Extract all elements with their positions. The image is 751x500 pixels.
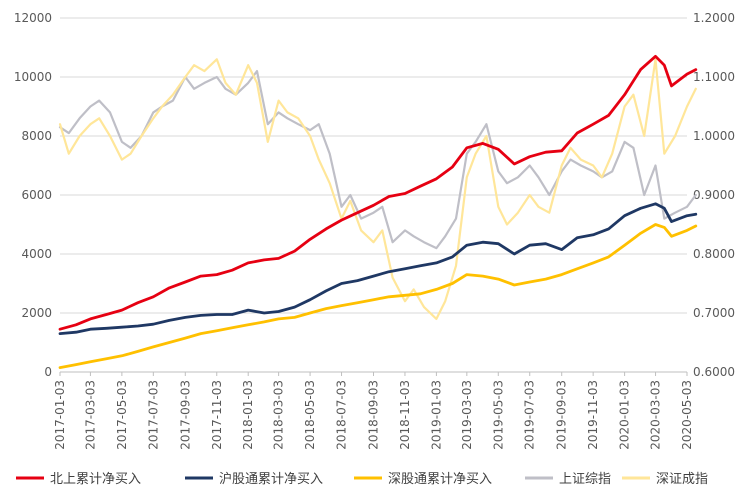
legend-label: 北上累计净买入 [50,472,141,487]
right-tick-label: 1.2000 [693,11,735,25]
x-tick-label: 2017-07-03 [146,380,160,450]
legend-label: 深证成指 [656,472,708,487]
x-tick-label: 2018-01-03 [241,380,255,450]
x-tick-label: 2019-03-03 [460,380,474,450]
right-axis-ticks: 0.6000 0.7000 0.8000 0.9000 1.0000 1.1000 1.20… [693,11,735,379]
series-line-3 [58,70,697,250]
left-tick-label: 12000 [14,11,52,25]
left-tick-label: 2000 [21,306,52,320]
x-tick-label: 2018-05-03 [303,380,317,450]
x-axis-ticks: 2017-01-03 2017-03-03 2017-05-03 2017-07-03… [53,372,694,450]
right-tick-label: 0.7000 [693,306,735,320]
x-tick-label: 2018-09-03 [367,380,381,450]
series-lines [58,54,698,369]
left-tick-label: 8000 [21,129,52,143]
x-tick-label: 2019-01-03 [429,380,443,450]
x-tick-label: 2017-09-03 [178,380,192,450]
series-line-0 [58,54,698,331]
series-line-2 [58,223,698,369]
series-line-4 [58,58,697,320]
right-tick-label: 0.8000 [693,247,735,261]
left-tick-label: 4000 [21,247,52,261]
left-axis-ticks: 0 2000 4000 6000 8000 10000 12000 [14,11,52,379]
x-tick-label: 2017-05-03 [115,380,129,450]
x-tick-label: 2019-05-03 [491,380,505,450]
series-line-1 [58,202,698,335]
left-tick-label: 0 [44,365,52,379]
right-tick-label: 1.0000 [693,129,735,143]
x-tick-label: 2018-11-03 [398,380,412,450]
x-tick-label: 2020-05-03 [680,380,694,450]
x-tick-label: 2018-03-03 [272,380,286,450]
x-tick-label: 2020-03-03 [649,380,663,450]
x-tick-label: 2019-07-03 [523,380,537,450]
right-tick-label: 0.6000 [693,365,735,379]
x-tick-label: 2020-01-03 [618,380,632,450]
legend-label: 沪股通累计净买入 [219,471,323,487]
legend-label: 深股通累计净买入 [388,472,492,487]
x-tick-label: 2019-11-03 [586,380,600,450]
x-tick-label: 2017-03-03 [83,380,97,450]
x-tick-label: 2017-11-03 [210,380,224,450]
left-tick-label: 6000 [21,188,52,202]
right-tick-label: 1.1000 [693,70,735,84]
x-tick-label: 2018-07-03 [335,380,349,450]
right-tick-label: 0.9000 [693,188,735,202]
x-tick-label: 2019-09-03 [555,380,569,450]
gridlines [60,17,687,314]
left-tick-label: 10000 [14,70,52,84]
legend-label: 上证综指 [559,472,611,487]
x-tick-label: 2017-01-03 [53,380,67,450]
legend: 北上累计净买入 沪股通累计净买入 深股通累计净买入 上证综指 深证成指 [16,471,708,487]
